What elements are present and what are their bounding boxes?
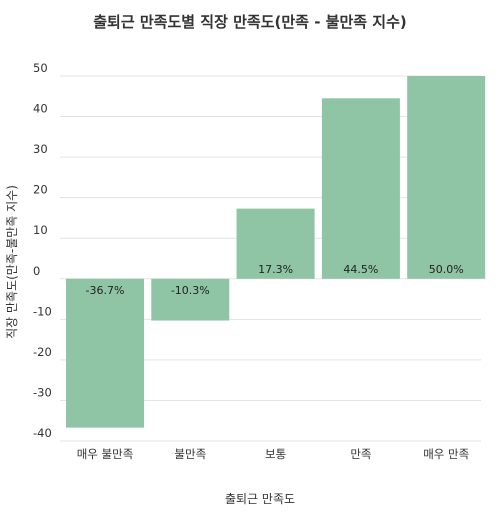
bar — [236, 208, 315, 279]
data-labels: -36.7% -10.3% 17.3% 44.5% 50.0% — [86, 263, 464, 297]
y-tick-label: 10 — [33, 223, 48, 237]
y-tick-label: 50 — [33, 61, 48, 75]
y-tick-label: -10 — [33, 304, 52, 318]
y-tick-label: 0 — [33, 264, 40, 278]
x-category-label: 매우 만족 — [423, 447, 469, 461]
x-category-label: 불만족 — [174, 447, 206, 461]
y-tick-label: 30 — [33, 142, 48, 156]
y-tick-label: -40 — [33, 426, 52, 440]
data-label: 17.3% — [258, 263, 293, 276]
data-label: -10.3% — [171, 284, 210, 297]
data-label: 50.0% — [429, 263, 464, 276]
bar — [151, 278, 230, 321]
x-category-label: 만족 — [350, 447, 371, 461]
y-tick-label: -20 — [33, 345, 52, 359]
y-tick-label: 40 — [33, 102, 48, 116]
chart-title: 출퇴근 만족도별 직장 만족도(만족 - 불만족 지수) — [93, 13, 406, 31]
bar — [407, 76, 486, 279]
data-label: 44.5% — [343, 263, 378, 276]
bar — [66, 278, 144, 428]
y-tick-label: -30 — [33, 385, 52, 399]
y-tick-label: 20 — [33, 183, 48, 197]
bars — [66, 76, 486, 428]
x-category-label: 매우 불만족 — [77, 447, 134, 461]
x-category-label: 보통 — [265, 447, 286, 461]
y-axis-ticks: -40 -30 -20 -10 0 10 20 30 40 50 — [33, 61, 52, 440]
y-axis-label: 직장 만족도(만족-불만족 지수) — [5, 185, 19, 339]
x-axis-label: 출퇴근 만족도 — [225, 492, 295, 506]
x-axis-categories: 매우 불만족 불만족 보통 만족 매우 만족 — [77, 447, 469, 461]
data-label: -36.7% — [86, 284, 125, 297]
bar — [321, 98, 400, 279]
